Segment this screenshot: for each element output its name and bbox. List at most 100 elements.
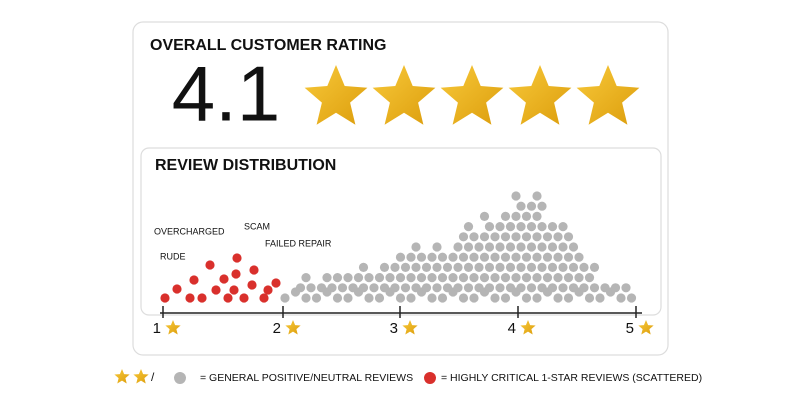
review-dot [516,283,526,293]
review-dot [463,222,474,232]
review-dot [526,201,537,211]
review-dot [595,293,605,303]
review-dot [453,262,463,272]
review-dot [626,293,637,303]
review-dot [364,273,374,283]
review-dot [547,283,558,293]
review-dot [563,232,574,242]
star [520,320,536,335]
review-dot [500,293,511,303]
axis-label: 4 [508,320,516,337]
review-dot [458,273,469,283]
review-dot [584,293,595,303]
review-dot [537,242,547,252]
review-dot [332,273,343,283]
review-dot [369,283,379,293]
review-dot [416,273,427,283]
star [285,320,301,335]
critical-dot [219,274,229,284]
axis-label: 5 [626,320,634,337]
legend-text: = GENERAL POSITIVE/NEUTRAL REVIEWS [200,372,413,384]
review-dot [358,262,369,272]
legend-slash: / [151,370,155,384]
review-dot [427,273,437,283]
critical-dot [263,285,273,295]
review-dot [390,262,400,272]
review-dot [458,293,469,303]
review-dot [432,283,442,293]
review-dot [574,252,584,262]
review-dot [542,232,553,242]
review-dot [616,293,626,303]
star [638,320,654,335]
review-dot [500,273,511,283]
review-dot [500,252,511,262]
review-dot [322,273,332,283]
review-dot [547,222,558,232]
critical-dot [247,280,257,290]
review-dot [479,252,490,262]
review-dot [511,232,521,242]
review-dot [505,222,516,232]
review-dot [553,293,563,303]
legend-text: = HIGHLY CRITICAL 1-STAR REVIEWS (SCATTE… [441,372,702,384]
star [133,369,149,384]
review-dot [516,201,526,211]
review-dot [532,252,542,262]
review-dot [343,273,353,283]
review-dot [589,262,600,272]
star [440,65,504,125]
critical-dot [160,293,170,303]
critical-dot [259,293,269,303]
star [372,65,436,125]
review-dot [610,283,621,293]
review-dot [526,283,537,293]
review-dot [479,211,490,221]
review-dot [558,222,568,232]
critical-dot [271,278,281,288]
review-dot [306,283,316,293]
review-dot [495,222,505,232]
review-dot [421,262,432,272]
review-dot [526,222,537,232]
review-dot [343,293,353,303]
review-dot [505,262,516,272]
review-dot [490,232,500,242]
review-dot [442,262,453,272]
review-dot [532,273,542,283]
distribution-title: REVIEW DISTRIBUTION [155,157,336,174]
review-dot [280,293,290,303]
review-dot [395,273,406,283]
review-dot [500,211,511,221]
critical-dot [211,285,221,295]
review-dot [364,293,374,303]
review-dot [400,262,411,272]
review-dot [542,252,553,262]
axis-label: 2 [273,320,281,337]
critical-dot [197,293,207,303]
review-dot [427,293,437,303]
review-dot [532,211,542,221]
review-dot [490,273,500,283]
review-dot [568,262,579,272]
review-dot [301,273,311,283]
review-dot [574,273,584,283]
review-dot [537,262,547,272]
star [165,320,181,335]
review-dot [469,293,479,303]
critical-dot [239,293,249,303]
review-dot [474,262,484,272]
review-dot [589,283,600,293]
review-dot [500,232,511,242]
critical-dot [223,293,233,303]
review-dot [353,273,364,283]
annotation: SCAM [244,221,270,231]
review-dot [553,252,563,262]
review-dot [563,293,574,303]
review-dot [484,283,495,293]
review-dot [484,242,495,252]
review-dot [395,293,406,303]
review-dot [458,232,469,242]
rating-value: 4.1 [172,50,280,138]
